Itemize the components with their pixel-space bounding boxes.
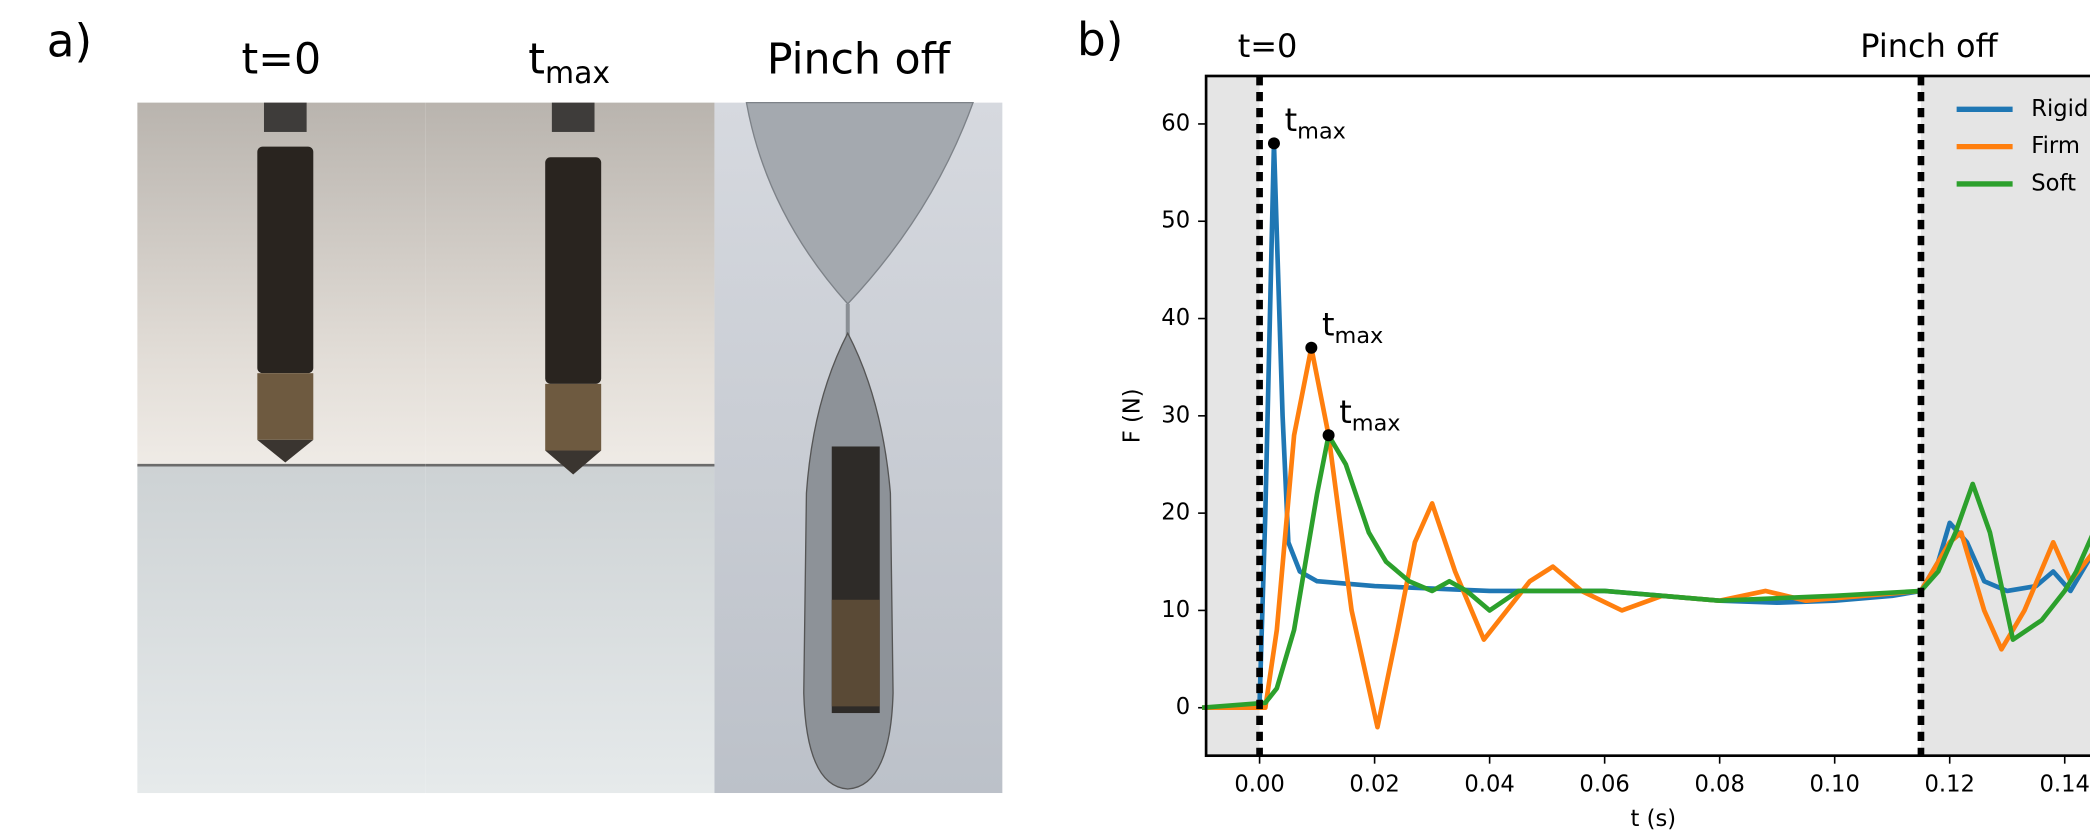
peak-marker bbox=[1267, 137, 1280, 150]
peak-marker bbox=[1322, 429, 1335, 442]
event-label: Pinch off bbox=[1860, 27, 1998, 65]
image-title: Pinch off bbox=[767, 34, 952, 84]
event-label: t=0 bbox=[1238, 27, 1298, 65]
photo-t0 bbox=[137, 102, 426, 794]
peak-label-base: t bbox=[1322, 305, 1335, 343]
x-tick-label: 0.04 bbox=[1464, 772, 1514, 798]
y-tick-label: 60 bbox=[1161, 110, 1190, 136]
panel-label: a) bbox=[47, 14, 92, 67]
legend-label: Rigid bbox=[2031, 96, 2088, 122]
photo-pinch-off bbox=[714, 101, 1003, 794]
peak-marker bbox=[1305, 341, 1318, 354]
x-axis-label: t (s) bbox=[1631, 806, 1677, 832]
image-title-base: t=0 bbox=[242, 34, 322, 84]
image-title: tmax bbox=[528, 34, 610, 91]
y-tick-label: 10 bbox=[1161, 597, 1190, 623]
peak-label-sub: max bbox=[1335, 322, 1384, 348]
y-tick-label: 30 bbox=[1161, 402, 1190, 428]
shade-before bbox=[1206, 75, 1260, 756]
x-tick-label: 0.10 bbox=[1809, 772, 1859, 798]
x-tick-label: 0.02 bbox=[1349, 772, 1399, 798]
series-line bbox=[1201, 432, 2090, 711]
axes-frame bbox=[1204, 74, 2090, 758]
y-axis-label: F (N) bbox=[1119, 388, 1145, 443]
image-title: t=0 bbox=[242, 34, 322, 84]
peak-label: tmax bbox=[1339, 393, 1400, 436]
peak-label-base: t bbox=[1285, 101, 1298, 139]
y-tick-label: 0 bbox=[1176, 694, 1190, 720]
x-tick-label: 0.06 bbox=[1579, 772, 1629, 798]
peak-label-base: t bbox=[1339, 393, 1352, 431]
series-line bbox=[1202, 141, 2090, 711]
photo-tmax bbox=[425, 102, 715, 794]
y-tick-label: 40 bbox=[1161, 305, 1190, 331]
x-tick-label: 0.08 bbox=[1694, 772, 1744, 798]
y-tick-label: 20 bbox=[1161, 500, 1190, 526]
legend-label: Soft bbox=[2031, 170, 2076, 196]
legend-label: Firm bbox=[2031, 133, 2080, 159]
x-tick-label: 0.00 bbox=[1234, 772, 1284, 798]
x-tick-label: 0.12 bbox=[1924, 772, 1974, 798]
y-tick-label: 50 bbox=[1161, 208, 1190, 234]
image-title-base: Pinch off bbox=[767, 34, 952, 84]
image-title-base: t bbox=[528, 34, 545, 84]
photos bbox=[137, 101, 1003, 794]
image-title-sub: max bbox=[545, 56, 610, 91]
peak-label: tmax bbox=[1322, 305, 1383, 348]
peak-label-sub: max bbox=[1297, 118, 1346, 144]
x-tick-label: 0.14 bbox=[2040, 772, 2090, 798]
panel-label: b) bbox=[1077, 13, 1123, 66]
peak-label: tmax bbox=[1285, 101, 1346, 144]
peak-label-sub: max bbox=[1352, 410, 1401, 436]
